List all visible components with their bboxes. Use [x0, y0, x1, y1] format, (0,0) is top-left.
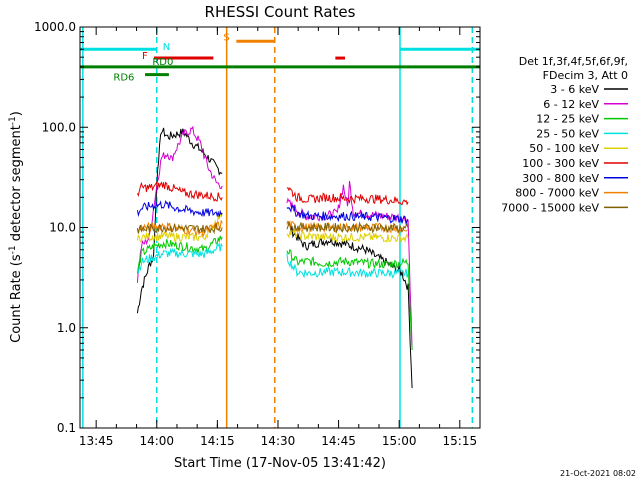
series-line-0-part-1	[286, 221, 413, 389]
series-line-6-part-0	[136, 199, 223, 218]
series-line-2-part-0	[136, 235, 223, 274]
y-axis-label: Count Rate (s-1 detector segment-1)	[8, 111, 24, 343]
series-line-3-part-1	[286, 253, 409, 279]
flag-label-s: S	[223, 32, 229, 43]
legend-header-1: FDecim 3, Att 0	[543, 69, 628, 82]
y-tick-label-0: 0.1	[57, 421, 76, 435]
legend-label-6: 300 - 800 keV	[522, 172, 599, 185]
series-line-5-part-1	[286, 187, 409, 206]
x-tick-label-0: 13:45	[79, 434, 114, 448]
y-axis: 0.1 1.0 10.0 100.0 1000.0	[34, 20, 480, 435]
legend-label-5: 100 - 300 keV	[522, 157, 599, 170]
x-tick-label-5: 15:00	[382, 434, 417, 448]
legend-label-2: 12 - 25 keV	[536, 113, 599, 126]
series-line-1-part-1	[286, 180, 413, 351]
y-tick-label-4: 1000.0	[34, 20, 76, 34]
y-tick-label-3: 100.0	[42, 120, 76, 134]
x-tick-label-2: 14:15	[200, 434, 235, 448]
series-line-6-part-1	[286, 204, 409, 226]
y-tick-label-1: 1.0	[57, 321, 76, 335]
legend-label-7: 800 - 7000 keV	[515, 187, 599, 200]
legend-label-3: 25 - 50 keV	[536, 127, 599, 140]
legend-header-0: Det 1f,3f,4f,5f,6f,9f,	[519, 55, 628, 68]
series-line-4-part-1	[286, 229, 409, 243]
x-axis: 13:45 14:00 14:15 14:30 14:45 15:00 15:15	[79, 27, 481, 448]
series-line-8-part-1	[286, 220, 409, 234]
flag-label-f: F	[142, 51, 148, 62]
plot-area: N F S RD0 RD6	[80, 27, 480, 428]
flag-label-rd0: RD0	[152, 57, 173, 68]
x-tick-label-3: 14:30	[261, 434, 296, 448]
series-line-0-part-0	[136, 127, 223, 314]
flag-label-n: N	[163, 42, 170, 53]
series-line-8-part-0	[136, 222, 223, 235]
legend-label-0: 3 - 6 keV	[550, 83, 599, 96]
chart-title: RHESSI Count Rates	[205, 3, 356, 21]
series-line-2-part-1	[286, 248, 413, 351]
legend-label-8: 7000 - 15000 keV	[501, 201, 599, 214]
x-tick-label-6: 15:15	[443, 434, 478, 448]
legend-label-1: 6 - 12 keV	[543, 98, 599, 111]
x-axis-label: Start Time (17-Nov-05 13:41:42)	[174, 456, 386, 471]
series-line-7-part-0	[136, 220, 223, 238]
y-tick-label-2: 10.0	[49, 221, 76, 235]
series-line-5-part-0	[136, 180, 223, 202]
flag-label-rd6: RD6	[113, 73, 134, 84]
series-line-3-part-0	[136, 241, 223, 275]
legend: Det 1f,3f,4f,5f,6f,9f,FDecim 3, Att 03 -…	[501, 55, 628, 214]
footer-date: 21-Oct-2021 08:02	[560, 469, 636, 478]
legend-label-4: 50 - 100 keV	[529, 142, 599, 155]
x-tick-label-1: 14:00	[139, 434, 174, 448]
x-tick-label-4: 14:45	[321, 434, 356, 448]
